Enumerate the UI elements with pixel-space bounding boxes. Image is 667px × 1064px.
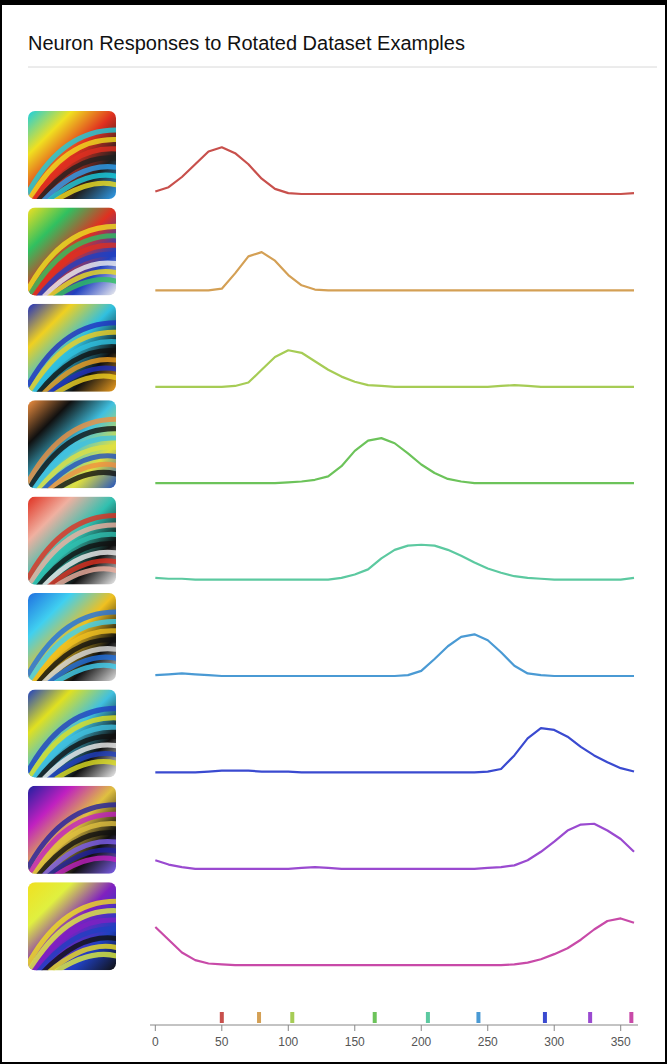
thumbnail: [28, 207, 116, 295]
row-plot: [155, 545, 634, 580]
x-tick: [221, 1025, 222, 1031]
x-axis: [150, 1025, 638, 1026]
x-tick-label: 50: [215, 1035, 229, 1049]
thumbnail: [28, 111, 116, 199]
response-line: [155, 438, 634, 483]
x-tick: [421, 1025, 422, 1031]
angle-marker: [543, 1012, 547, 1023]
response-line: [155, 918, 634, 965]
thumbnail: [28, 593, 116, 681]
thumbnail: [28, 400, 116, 488]
response-line: [155, 350, 634, 387]
angle-marker: [629, 1012, 633, 1023]
row-plot: [155, 824, 634, 869]
x-tick-label: 100: [278, 1035, 298, 1049]
response-line: [155, 147, 634, 194]
x-tick-label: 200: [411, 1035, 431, 1049]
angle-marker: [588, 1012, 592, 1023]
x-tick: [155, 1025, 156, 1031]
x-tick-label: 300: [544, 1035, 564, 1049]
x-tick: [487, 1025, 488, 1031]
row-plot: [155, 252, 634, 290]
thumbnail: [28, 497, 116, 585]
angle-marker: [220, 1012, 224, 1023]
row-plot: [155, 350, 634, 387]
row-plot: [155, 147, 634, 194]
thumbnail: [28, 689, 116, 777]
row-plot: [155, 634, 634, 676]
response-line: [155, 545, 634, 580]
title-rule: [28, 67, 657, 68]
x-tick: [288, 1025, 289, 1031]
title: Neuron Responses to Rotated Dataset Exam…: [28, 32, 465, 54]
x-tick: [354, 1025, 355, 1031]
thumbnail: [28, 304, 116, 392]
row-plot: [155, 918, 634, 965]
thumbnail: [28, 882, 116, 970]
angle-marker: [426, 1012, 430, 1023]
angle-marker: [476, 1012, 480, 1023]
angle-marker: [257, 1012, 261, 1023]
frame-top: [0, 0, 667, 5]
row-plot: [155, 728, 634, 772]
thumbnail: [28, 786, 116, 874]
x-tick-label: 350: [611, 1035, 631, 1049]
row-plot: [155, 438, 634, 483]
x-tick: [554, 1025, 555, 1031]
x-tick-label: 0: [152, 1035, 159, 1049]
angle-marker: [290, 1012, 294, 1023]
response-line: [155, 824, 634, 869]
x-tick-label: 250: [478, 1035, 498, 1049]
x-tick: [620, 1025, 621, 1031]
response-line: [155, 728, 634, 772]
x-tick-label: 150: [345, 1035, 365, 1049]
response-line: [155, 634, 634, 676]
angle-marker: [373, 1012, 377, 1023]
response-line: [155, 252, 634, 290]
frame: [1, 1, 666, 1063]
chart: Neuron Responses to Rotated Dataset Exam…: [0, 0, 667, 1064]
